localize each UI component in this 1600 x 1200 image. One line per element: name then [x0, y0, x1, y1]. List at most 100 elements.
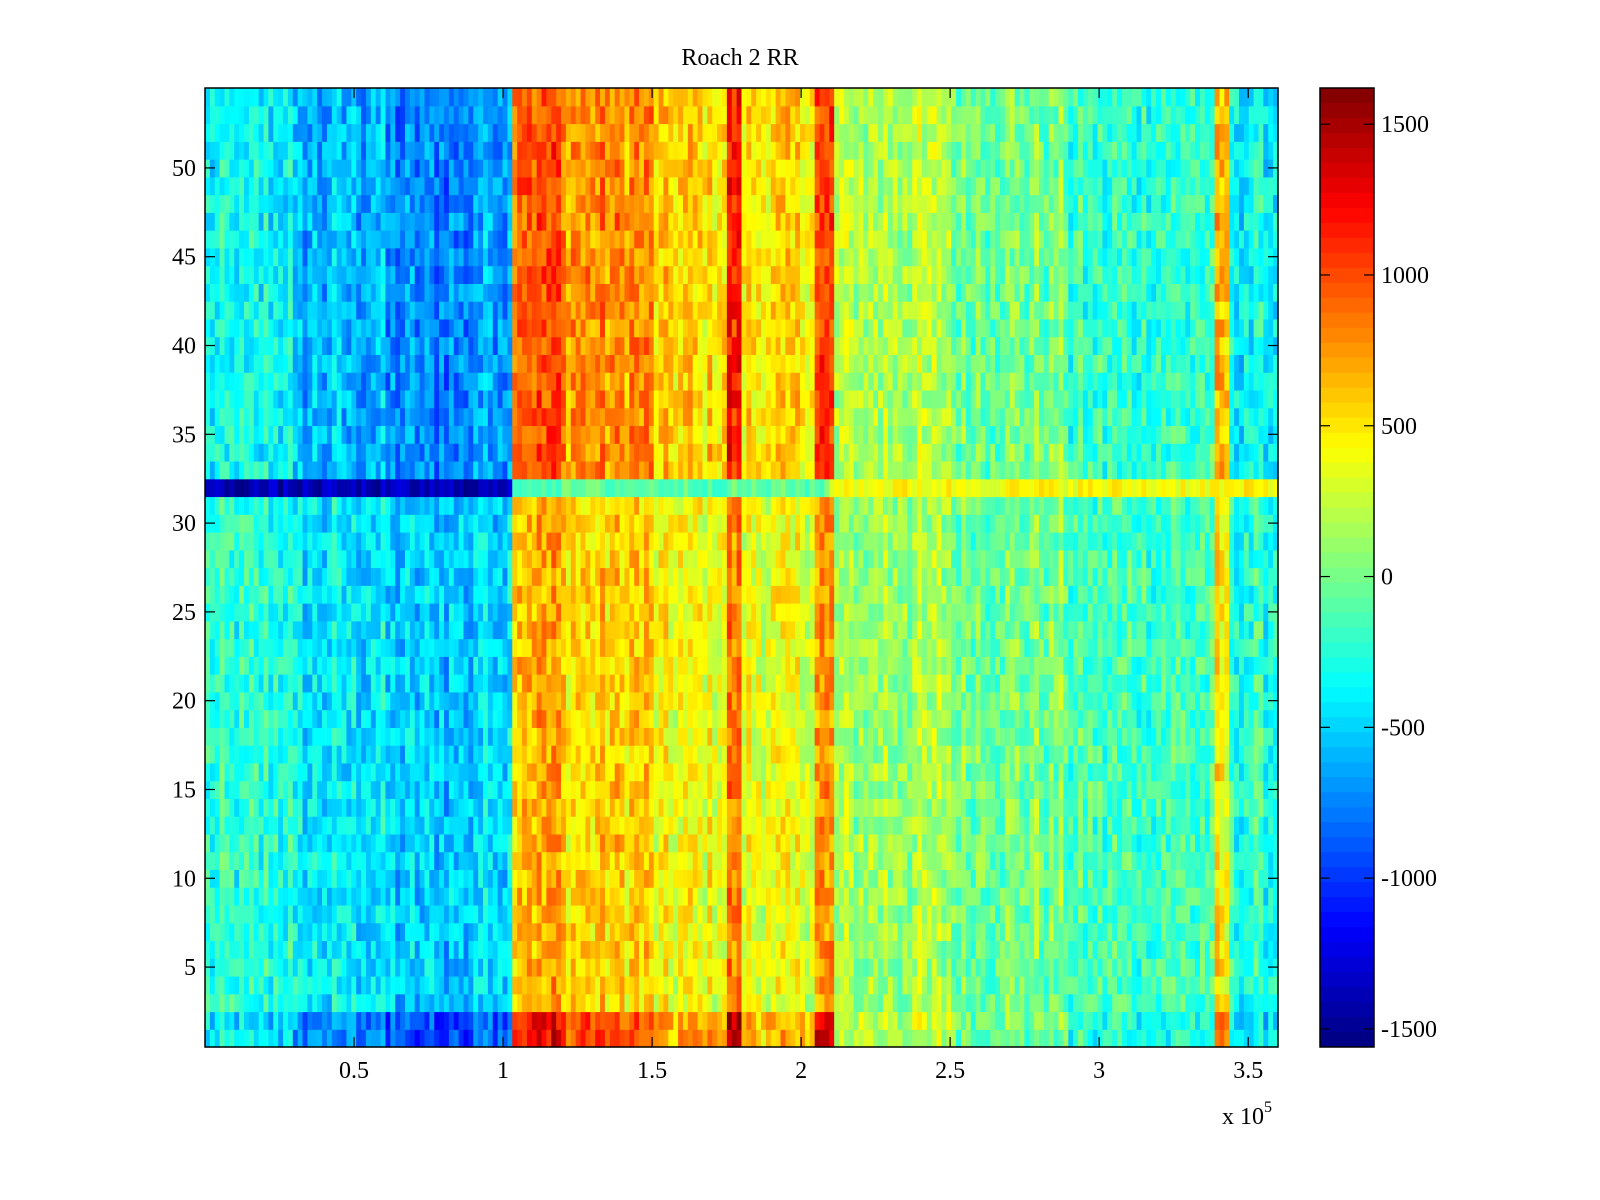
heatmap-cell	[502, 709, 508, 728]
heatmap-cell	[858, 1011, 865, 1030]
heatmap-cell	[960, 922, 967, 942]
heatmap-cell	[365, 958, 372, 977]
heatmap-cell	[843, 798, 850, 817]
heatmap-cell	[970, 887, 977, 906]
heatmap-cell	[970, 940, 977, 959]
heatmap-cell	[1131, 940, 1138, 959]
heatmap-cell	[921, 674, 928, 693]
heatmap-cell	[1063, 922, 1069, 942]
heatmap-cell	[224, 993, 230, 1013]
heatmap-cell	[863, 833, 869, 853]
heatmap-cell	[565, 780, 572, 799]
heatmap-cell	[517, 762, 523, 782]
heatmap-cell	[1224, 904, 1230, 924]
heatmap-cell	[1034, 656, 1040, 675]
heatmap-cell	[1229, 745, 1235, 764]
heatmap-cell	[580, 638, 587, 657]
heatmap-cell	[926, 887, 933, 906]
heatmap-cell	[268, 940, 274, 959]
heatmap-cell	[287, 851, 294, 871]
heatmap-cell	[985, 709, 991, 728]
heatmap-cell	[1102, 993, 1108, 1013]
heatmap-cell	[629, 958, 635, 977]
heatmap-cell	[1039, 656, 1045, 675]
heatmap-cell	[868, 1029, 874, 1048]
heatmap-cell	[1175, 798, 1182, 817]
heatmap-cell	[1151, 780, 1157, 799]
heatmap-cell	[956, 851, 962, 871]
heatmap-cell	[1092, 762, 1099, 782]
heatmap-cell	[702, 993, 708, 1013]
heatmap-cell	[453, 869, 460, 888]
heatmap-cell	[424, 1011, 430, 1030]
heatmap-cell	[956, 638, 962, 657]
heatmap-cell	[536, 745, 543, 764]
heatmap-cell	[643, 727, 650, 746]
heatmap-cell	[580, 816, 587, 835]
heatmap-cell	[658, 833, 665, 853]
heatmap-cell	[244, 975, 250, 995]
heatmap-cell	[921, 709, 928, 728]
heatmap-cell	[287, 798, 294, 817]
heatmap-cell	[902, 833, 908, 853]
heatmap-cell	[892, 691, 899, 711]
heatmap-cell	[307, 1011, 313, 1030]
heatmap-cell	[429, 887, 435, 906]
heatmap-cell	[629, 1011, 635, 1030]
heatmap-cell	[458, 869, 465, 888]
heatmap-cell	[1107, 816, 1113, 835]
heatmap-cell	[609, 904, 616, 924]
heatmap-cell	[960, 727, 967, 746]
heatmap-cell	[795, 940, 801, 959]
heatmap-cell	[468, 656, 474, 675]
heatmap-cell	[1107, 975, 1113, 995]
heatmap-cell	[390, 904, 396, 924]
heatmap-cell	[1039, 1011, 1045, 1030]
heatmap-cell	[322, 922, 328, 942]
heatmap-cell	[214, 869, 221, 888]
heatmap-cell	[809, 993, 816, 1013]
heatmap-cell	[1234, 993, 1240, 1013]
heatmap-cell	[673, 833, 679, 853]
heatmap-cell	[483, 762, 489, 782]
heatmap-cell	[395, 727, 401, 746]
heatmap-cell	[1034, 958, 1040, 977]
heatmap-cell	[1258, 780, 1264, 799]
heatmap-cell	[736, 887, 743, 906]
heatmap-cell	[1190, 887, 1196, 906]
heatmap-cell	[809, 745, 816, 764]
heatmap-cell	[1034, 691, 1040, 711]
heatmap-cell	[790, 1029, 796, 1048]
heatmap-cell	[1268, 904, 1274, 924]
heatmap-cell	[497, 940, 504, 959]
heatmap-cell	[951, 798, 957, 817]
heatmap-cell	[1004, 975, 1011, 995]
heatmap-cell	[234, 780, 240, 799]
heatmap-cell	[1112, 780, 1118, 799]
heatmap-cell	[419, 816, 426, 835]
heatmap-cell	[1243, 816, 1250, 835]
heatmap-cell	[287, 709, 294, 728]
heatmap-cell	[697, 833, 704, 853]
heatmap-cell	[931, 691, 938, 711]
heatmap-cell	[1199, 727, 1206, 746]
heatmap-cell	[624, 816, 630, 835]
heatmap-cell	[380, 674, 387, 693]
heatmap-cell	[1253, 727, 1260, 746]
heatmap-cell	[1034, 922, 1040, 942]
heatmap-cell	[1160, 922, 1167, 942]
heatmap-cell	[731, 762, 738, 782]
heatmap-cell	[858, 887, 865, 906]
heatmap-cell	[897, 975, 904, 995]
heatmap-cell	[390, 869, 396, 888]
heatmap-cell	[522, 656, 528, 675]
heatmap-cell	[1048, 851, 1055, 871]
heatmap-cell	[936, 674, 943, 693]
heatmap-cell	[1136, 1011, 1143, 1030]
heatmap-cell	[946, 709, 952, 728]
heatmap-cell	[600, 904, 606, 924]
heatmap-cell	[312, 993, 318, 1013]
heatmap-cell	[868, 816, 874, 835]
heatmap-cell	[712, 816, 718, 835]
heatmap-cell	[1238, 993, 1245, 1013]
